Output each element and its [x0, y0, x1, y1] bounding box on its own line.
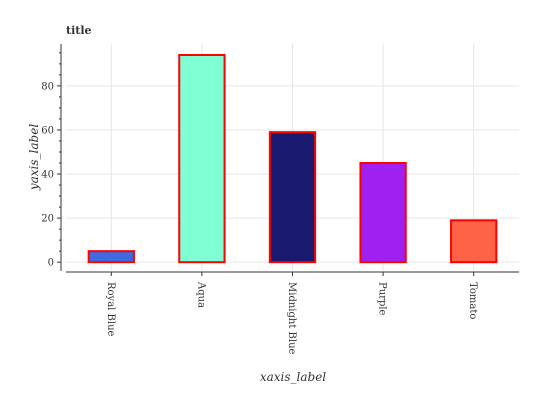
y-tick-label: 40: [41, 170, 54, 181]
bar-midnight-blue: [270, 132, 315, 262]
x-tick-label: Midnight Blue: [286, 282, 297, 355]
chart-title: title: [66, 24, 92, 37]
y-axis-label: yaxis_label: [27, 124, 41, 191]
x-tick-label: Tomato: [467, 282, 478, 319]
bar-aqua: [179, 55, 224, 262]
y-tick-label: 0: [48, 258, 54, 269]
bar-tomato: [451, 220, 496, 262]
x-axis-label: xaxis_label: [260, 370, 326, 384]
x-tick-label: Purple: [377, 282, 388, 316]
y-tick-label: 20: [41, 214, 54, 225]
bar-purple: [360, 163, 405, 262]
bar-royal-blue: [89, 251, 134, 262]
y-tick-label: 80: [41, 81, 54, 92]
y-tick-label: 60: [41, 125, 54, 136]
x-tick-label: Royal Blue: [105, 282, 116, 337]
x-tick-label: Aqua: [195, 281, 206, 308]
